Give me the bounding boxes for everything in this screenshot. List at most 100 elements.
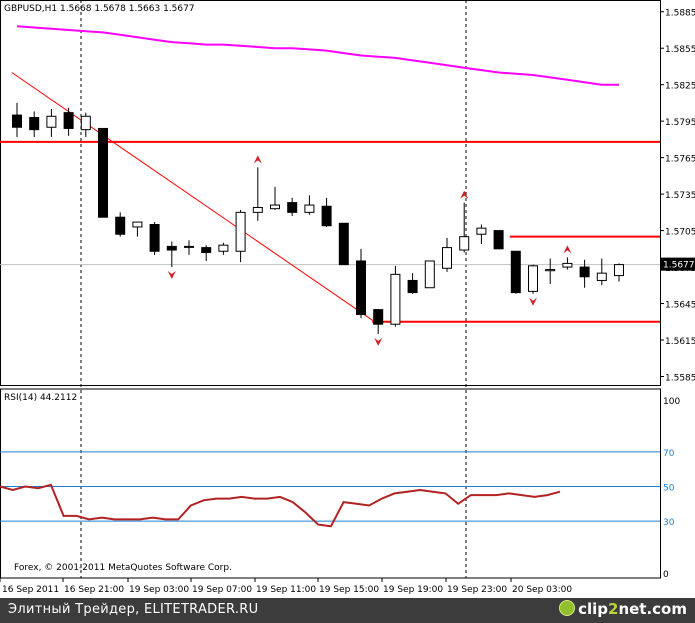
candle-body <box>270 204 280 210</box>
chart-svg: 1.5885 1.5855 1.5825 1.5795 1.5765 1.5735 1.57… <box>0 0 695 595</box>
candle <box>459 202 470 253</box>
y-tick-label: 1.5705 <box>665 228 695 238</box>
candle-body <box>132 221 143 228</box>
candle-body <box>528 265 538 292</box>
rsi-tick-label: 30 <box>663 518 675 528</box>
x-tick-label: 19 Sep 19:00 <box>383 585 443 595</box>
candle-body <box>390 273 401 325</box>
candle <box>184 240 194 255</box>
candle <box>493 230 504 250</box>
y-tick-label: 1.5585 <box>665 373 695 383</box>
candle <box>235 209 246 263</box>
candle-body <box>235 211 246 252</box>
candle-body <box>218 244 229 252</box>
candle-body <box>80 115 91 131</box>
candle-body <box>373 309 384 325</box>
candle <box>338 222 349 266</box>
x-tick-label: 19 Sep 03:00 <box>129 585 189 595</box>
fractal-up-arrow <box>460 190 469 199</box>
candle <box>424 260 435 289</box>
rsi-tick-label: 50 <box>663 484 675 494</box>
candle-body <box>424 260 435 289</box>
rsi-indicator: 100 70 50 30 0 RSI(14) 44.2112 Forex, © 2001-2… <box>0 393 680 580</box>
rsi-tick-label: 100 <box>663 397 680 407</box>
footer-site-text: Элитный Трейдер, ELITETRADER.RU <box>8 602 259 617</box>
rsi-line <box>0 483 561 528</box>
main-pane <box>0 0 661 386</box>
candle <box>166 241 177 268</box>
globe-icon <box>559 600 576 616</box>
candle-body <box>149 224 160 252</box>
candle <box>579 259 590 288</box>
fractal-up-arrow <box>563 245 572 254</box>
x-tick-label: 19 Sep 23:00 <box>447 585 507 595</box>
candle-body <box>476 227 487 235</box>
candle-body <box>596 272 607 281</box>
chart-window: 1.5885 1.5855 1.5825 1.5795 1.5765 1.5735 1.57… <box>0 0 695 595</box>
brand-num: 2 <box>608 600 619 618</box>
candle-body <box>407 279 418 294</box>
candle <box>149 222 160 255</box>
fractal-up-arrow <box>253 155 262 164</box>
fractal-down-arrow <box>529 297 537 306</box>
candle <box>12 102 22 137</box>
y-tick-label: 1.5795 <box>665 118 695 128</box>
candle-body <box>29 117 40 131</box>
candle <box>304 195 315 215</box>
candle <box>115 212 126 237</box>
x-axis: 16 Sep 2011 16 Sep 21:00 19 Sep 03:00 19 Se… <box>0 578 572 595</box>
candle <box>46 108 57 137</box>
candle-body <box>510 250 521 294</box>
candles <box>12 102 624 334</box>
candle-body <box>459 236 470 251</box>
candle-body <box>614 264 624 277</box>
y-tick-label: 1.5855 <box>665 45 695 55</box>
candle <box>201 245 212 261</box>
candle-body <box>338 222 349 266</box>
x-tick-label: 19 Sep 15:00 <box>319 585 379 595</box>
candle <box>390 265 401 327</box>
y-tick-label: 1.5825 <box>665 82 695 92</box>
candle <box>270 186 280 210</box>
y-tick-label: 1.5645 <box>665 301 695 311</box>
x-tick-label: 20 Sep 03:00 <box>512 585 572 595</box>
candle <box>132 221 143 237</box>
x-tick-label: 16 Sep 21:00 <box>64 585 124 595</box>
candle <box>596 258 607 286</box>
candle <box>373 309 384 334</box>
x-tick-label: 19 Sep 11:00 <box>256 585 316 595</box>
copyright-text: Forex, © 2001-2011 MetaQuotes Software C… <box>14 563 232 573</box>
fractals <box>167 155 572 346</box>
fractal-down-arrow <box>167 271 176 280</box>
rsi-pane <box>0 388 661 579</box>
current-price-label: 1.5677 <box>663 261 695 271</box>
fractal-down-arrow <box>374 337 383 346</box>
chart-header: GBPUSD,H1 1.5668 1.5678 1.5663 1.5677 <box>4 4 195 14</box>
candle <box>407 273 418 294</box>
candle-body <box>545 268 556 272</box>
candle-body <box>442 247 452 269</box>
candle <box>356 248 366 319</box>
y-tick-label: 1.5615 <box>665 337 695 347</box>
candle-body <box>98 127 108 218</box>
candle-body <box>252 206 263 213</box>
moving-average-line <box>16 25 619 86</box>
candle <box>528 264 538 294</box>
main-y-axis: 1.5885 1.5855 1.5825 1.5795 1.5765 1.5735 1.57… <box>660 9 695 383</box>
trendline <box>11 72 379 325</box>
candle-body <box>184 245 194 248</box>
candle <box>98 127 108 218</box>
brand-logo: clip2net.com <box>559 600 687 618</box>
y-tick-label: 1.5885 <box>665 9 695 19</box>
candle <box>287 197 298 216</box>
candle-body <box>321 205 332 227</box>
candle <box>545 258 556 285</box>
candle-body <box>46 115 57 128</box>
candle <box>80 112 91 137</box>
candle <box>218 242 229 255</box>
candle-body <box>201 247 212 253</box>
candle <box>510 250 521 294</box>
brand-suffix: net.com <box>618 600 687 618</box>
y-tick-label: 1.5735 <box>665 191 695 201</box>
horizontal-levels <box>0 140 660 323</box>
